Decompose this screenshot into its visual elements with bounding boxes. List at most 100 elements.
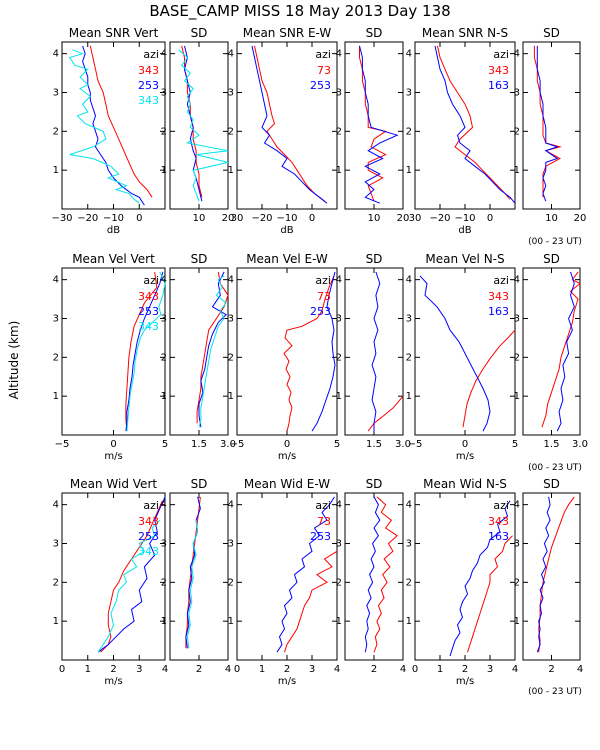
panel-15-ytick-label-2: 3 xyxy=(228,538,234,549)
panel-16-xtick-label-1: 2 xyxy=(371,664,377,675)
panel-4-series-73-0 xyxy=(359,45,387,202)
panel-14-ytick-label-1: 2 xyxy=(161,577,167,588)
panel-4-ytick-label-3: 4 xyxy=(336,49,342,60)
panel-7-ytick-label-3: 4 xyxy=(53,275,59,286)
panel-15-title: Mean Wid E-W xyxy=(244,477,330,491)
panel-10-ytick-label-3: 4 xyxy=(336,275,342,286)
panel-9-series-253-1 xyxy=(311,271,336,432)
panel-3-ytick-label-3: 4 xyxy=(228,49,234,60)
panel-16-ytick-label-2: 3 xyxy=(336,538,342,549)
panel-7-xlabel: m/s xyxy=(104,451,122,462)
panel-17-title: Mean Wid N-S xyxy=(423,477,507,491)
panel-6-series-163-1 xyxy=(536,45,559,202)
panel-6-ytick-label-0: 1 xyxy=(514,165,520,176)
panel-8-xtick-label-2: 3.0 xyxy=(220,439,236,450)
panel-4-title: SD xyxy=(366,26,383,40)
panel-18-ytick-label-2: 3 xyxy=(514,538,520,549)
panel-17-xtick-label-2: 2 xyxy=(462,664,468,675)
panel-6-xtick-label-2: 20 xyxy=(574,213,587,224)
panel-12-ytick-label-3: 4 xyxy=(514,275,520,286)
panel-17-ytick-label-2: 3 xyxy=(406,538,412,549)
panel-3-xlabel: dB xyxy=(280,225,293,236)
panel-12-title: SD xyxy=(543,252,560,266)
panel-8-ytick-label-1: 2 xyxy=(161,352,167,363)
panel-6-series-343-0 xyxy=(533,45,562,198)
panel-7-xtick-label-0: −5 xyxy=(55,439,70,450)
panel-3-ytick-label-0: 1 xyxy=(228,165,234,176)
panel-3-legend-header: azi xyxy=(315,48,331,61)
panel-2-xtick-label-2: 20 xyxy=(222,213,235,224)
panel-13-xlabel: m/s xyxy=(104,676,122,687)
panel-12-xtick-label-1: 1.5 xyxy=(544,439,560,450)
panel-7-xtick-label-1: 0 xyxy=(110,439,116,450)
panel-13-title: Mean Wid Vert xyxy=(70,477,157,491)
panel-6-ytick-label-2: 3 xyxy=(514,87,520,98)
panel-16-series-253-1 xyxy=(364,496,381,653)
panel-7-series-343-0 xyxy=(125,271,158,432)
panel-15-xtick-label-4: 4 xyxy=(334,664,340,675)
panel-3-series-253-1 xyxy=(251,45,328,204)
panel-6-title: SD xyxy=(543,26,560,40)
panels: Mean SNR Vert−30 −20 −10 01234dBazi34325334… xyxy=(51,26,588,687)
panel-2-ytick-label-2: 3 xyxy=(161,87,167,98)
panel-16-frame xyxy=(344,492,404,661)
panel-14-series-343-2 xyxy=(186,520,199,649)
panel-13-ytick-label-0: 1 xyxy=(53,616,59,627)
panel-9-xtick-label-1: 0 xyxy=(284,439,290,450)
panel-17-legend-header: azi xyxy=(493,499,509,512)
panel-9-ytick-label-1: 2 xyxy=(228,352,234,363)
panel-15-xtick-label-0: 0 xyxy=(234,664,240,675)
panel-15-legend-header: azi xyxy=(315,499,331,512)
panel-1-xtick-label-0: −30 xyxy=(51,213,72,224)
panel-5-series-343-0 xyxy=(437,45,511,200)
panel-16-ytick-label-1: 2 xyxy=(336,577,342,588)
panel-15-xlabel: m/s xyxy=(278,676,296,687)
panel-11-ytick-label-2: 3 xyxy=(406,313,412,324)
panel-6-ytick-label-3: 4 xyxy=(514,49,520,60)
panel-3-xtick-label-0: 30 xyxy=(231,213,244,224)
panel-10-xtick-label-1: 1.5 xyxy=(366,439,382,450)
panel-15-ytick-label-3: 4 xyxy=(228,500,234,511)
panel-1-xlabel: dB xyxy=(107,225,120,236)
panel-5-ytick-label-1: 2 xyxy=(406,126,412,137)
panel-1-ytick-label-1: 2 xyxy=(53,126,59,137)
panel-12-series-343-0 xyxy=(541,271,581,428)
panel-7-ytick-label-1: 2 xyxy=(53,352,59,363)
panel-1-legend-1: 253 xyxy=(138,79,159,92)
panel-3-ytick-label-1: 2 xyxy=(228,126,234,137)
panel-18-xtick-label-1: 2 xyxy=(548,664,554,675)
panel-7-legend-0: 343 xyxy=(138,290,159,303)
panel-14-xtick-label-2: 4 xyxy=(225,664,231,675)
panel-13-xtick-label-3: 3 xyxy=(136,664,142,675)
panel-15-legend-0: 73 xyxy=(317,515,331,528)
panel-15-legend-1: 253 xyxy=(310,530,331,543)
panel-11-xlabel: m/s xyxy=(456,451,474,462)
panel-4-xtick-label-2: 20 xyxy=(397,213,410,224)
panel-5-xtick-label-0: 30 xyxy=(409,213,422,224)
panel-13-series-253-1 xyxy=(97,496,166,653)
panel-16-ytick-label-0: 1 xyxy=(336,616,342,627)
panel-1-series-253-1 xyxy=(82,45,145,206)
panel-10-series-73-0 xyxy=(367,395,404,432)
panel-12-series-163-1 xyxy=(556,271,575,432)
panel-13-legend-0: 343 xyxy=(138,515,159,528)
y-axis-label: Altitude (km) xyxy=(7,321,21,400)
panel-5-legend-header: azi xyxy=(493,48,509,61)
panel-17-xlabel: m/s xyxy=(456,676,474,687)
panel-5-xtick-label-1: −20 xyxy=(429,213,450,224)
figure-title: BASE_CAMP MISS 18 May 2013 Day 138 xyxy=(149,2,450,21)
panel-9-legend-header: azi xyxy=(315,274,331,287)
panel-17-ytick-label-3: 4 xyxy=(406,500,412,511)
panel-1-ytick-label-3: 4 xyxy=(53,49,59,60)
panel-9-legend-0: 73 xyxy=(317,290,331,303)
panel-5-xtick-label-3: 0 xyxy=(487,213,493,224)
panel-15-ytick-label-0: 1 xyxy=(228,616,234,627)
panel-10-series-253-1 xyxy=(371,271,381,432)
panel-8-series-343-2 xyxy=(198,275,227,428)
panel-1-xtick-label-3: 0 xyxy=(136,213,142,224)
panel-13-ytick-label-3: 4 xyxy=(53,500,59,511)
panel-3-xtick-label-2: −10 xyxy=(276,213,297,224)
panel-5-legend-1: 163 xyxy=(488,79,509,92)
panel-13-series-343-2 xyxy=(97,519,161,653)
